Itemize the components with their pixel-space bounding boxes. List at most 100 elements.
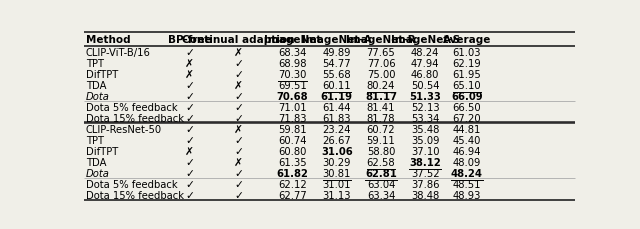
Text: 62.81: 62.81 [365, 168, 397, 178]
Text: Dota: Dota [86, 91, 110, 101]
Text: 31.01: 31.01 [323, 179, 351, 189]
Text: ✓: ✓ [234, 190, 243, 200]
Text: ✓: ✓ [234, 135, 243, 145]
Text: Dota 15% feedback: Dota 15% feedback [86, 113, 184, 123]
Text: 77.06: 77.06 [367, 59, 396, 69]
Text: 59.81: 59.81 [278, 124, 307, 134]
Text: 23.24: 23.24 [323, 124, 351, 134]
Text: ✓: ✓ [234, 113, 243, 123]
Text: ✗: ✗ [185, 70, 194, 79]
Text: 60.11: 60.11 [323, 81, 351, 90]
Text: 46.80: 46.80 [411, 70, 440, 79]
Text: 48.93: 48.93 [452, 190, 481, 200]
Text: 48.24: 48.24 [451, 168, 483, 178]
Text: 65.10: 65.10 [452, 81, 481, 90]
Text: Dota 5% feedback: Dota 5% feedback [86, 179, 177, 189]
Text: 60.80: 60.80 [278, 146, 307, 156]
Text: ImageNet-R: ImageNet-R [346, 35, 416, 45]
Text: 75.00: 75.00 [367, 70, 396, 79]
Text: Dota: Dota [86, 168, 110, 178]
Text: 61.44: 61.44 [323, 102, 351, 112]
Text: ✓: ✓ [185, 91, 194, 101]
Text: 37.86: 37.86 [411, 179, 440, 189]
Text: 63.34: 63.34 [367, 190, 396, 200]
Text: 50.54: 50.54 [411, 81, 440, 90]
Text: 30.81: 30.81 [323, 168, 351, 178]
Text: 66.50: 66.50 [452, 102, 481, 112]
Text: 45.40: 45.40 [452, 135, 481, 145]
Text: ✗: ✗ [185, 146, 194, 156]
Text: 37.10: 37.10 [411, 146, 440, 156]
Text: 48.51: 48.51 [452, 179, 481, 189]
Text: Dota 5% feedback: Dota 5% feedback [86, 102, 177, 112]
Text: 70.68: 70.68 [277, 91, 308, 101]
Text: 62.77: 62.77 [278, 190, 307, 200]
Text: 61.83: 61.83 [323, 113, 351, 123]
Text: 58.80: 58.80 [367, 146, 396, 156]
Text: 48.24: 48.24 [411, 48, 440, 58]
Text: 47.94: 47.94 [411, 59, 440, 69]
Text: 61.82: 61.82 [276, 168, 308, 178]
Text: 35.09: 35.09 [411, 135, 440, 145]
Text: CLIP-ViT-B/16: CLIP-ViT-B/16 [86, 48, 151, 58]
Text: ✗: ✗ [185, 59, 194, 69]
Text: Method: Method [86, 35, 131, 45]
Text: ✗: ✗ [234, 124, 243, 134]
Text: ✓: ✓ [234, 146, 243, 156]
Text: 67.20: 67.20 [452, 113, 481, 123]
Text: ✓: ✓ [185, 179, 194, 189]
Text: ✓: ✓ [234, 168, 243, 178]
Text: 48.09: 48.09 [452, 157, 481, 167]
Text: 68.34: 68.34 [278, 48, 307, 58]
Text: 44.81: 44.81 [452, 124, 481, 134]
Text: ✓: ✓ [234, 102, 243, 112]
Text: 53.34: 53.34 [411, 113, 440, 123]
Text: 46.94: 46.94 [452, 146, 481, 156]
Text: 61.19: 61.19 [321, 91, 353, 101]
Text: ✓: ✓ [185, 168, 194, 178]
Text: 70.30: 70.30 [278, 70, 307, 79]
Text: ImageNet-A: ImageNet-A [302, 35, 372, 45]
Text: DifTPT: DifTPT [86, 70, 118, 79]
Text: 80.24: 80.24 [367, 81, 396, 90]
Text: 61.35: 61.35 [278, 157, 307, 167]
Text: 54.77: 54.77 [323, 59, 351, 69]
Text: ✓: ✓ [185, 102, 194, 112]
Text: 60.72: 60.72 [367, 124, 396, 134]
Text: ImageNet: ImageNet [264, 35, 321, 45]
Text: 59.11: 59.11 [367, 135, 396, 145]
Text: 63.04: 63.04 [367, 179, 396, 189]
Text: ImageNet-S: ImageNet-S [390, 35, 460, 45]
Text: TDA: TDA [86, 81, 106, 90]
Text: TDA: TDA [86, 157, 106, 167]
Text: ✓: ✓ [234, 179, 243, 189]
Text: ✓: ✓ [185, 190, 194, 200]
Text: 55.68: 55.68 [323, 70, 351, 79]
Text: 31.13: 31.13 [323, 190, 351, 200]
Text: 81.17: 81.17 [365, 91, 397, 101]
Text: 30.29: 30.29 [323, 157, 351, 167]
Text: DifTPT: DifTPT [86, 146, 118, 156]
Text: BP-free: BP-free [168, 35, 211, 45]
Text: 38.48: 38.48 [411, 190, 440, 200]
Text: Dota 15% feedback: Dota 15% feedback [86, 190, 184, 200]
Text: ✓: ✓ [185, 124, 194, 134]
Text: 60.74: 60.74 [278, 135, 307, 145]
Text: 37.52: 37.52 [411, 168, 440, 178]
Text: 62.12: 62.12 [278, 179, 307, 189]
Text: ✓: ✓ [185, 48, 194, 58]
Text: 66.09: 66.09 [451, 91, 483, 101]
Text: 35.48: 35.48 [411, 124, 440, 134]
Text: 69.51: 69.51 [278, 81, 307, 90]
Text: ✓: ✓ [185, 157, 194, 167]
Text: CLIP-ResNet-50: CLIP-ResNet-50 [86, 124, 162, 134]
Text: ✓: ✓ [234, 70, 243, 79]
Text: ✗: ✗ [234, 157, 243, 167]
Text: 26.67: 26.67 [323, 135, 351, 145]
Text: 81.78: 81.78 [367, 113, 396, 123]
Text: 62.58: 62.58 [367, 157, 396, 167]
Text: 49.89: 49.89 [323, 48, 351, 58]
Text: 38.12: 38.12 [410, 157, 441, 167]
Text: ✗: ✗ [234, 48, 243, 58]
Text: 61.03: 61.03 [452, 48, 481, 58]
